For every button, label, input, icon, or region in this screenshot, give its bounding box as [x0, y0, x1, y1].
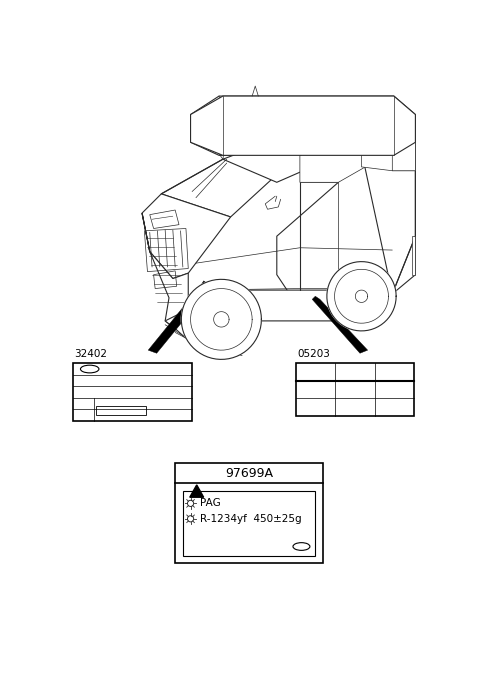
Text: PAG: PAG [200, 499, 220, 508]
Bar [73, 363, 192, 421]
Polygon shape [312, 296, 368, 353]
Polygon shape [223, 136, 338, 182]
Text: 97699A: 97699A [225, 467, 273, 480]
Polygon shape [191, 96, 415, 155]
Polygon shape [190, 485, 204, 497]
Polygon shape [277, 136, 415, 310]
Bar [296, 363, 414, 416]
Polygon shape [161, 159, 277, 217]
Polygon shape [142, 213, 188, 329]
Polygon shape [142, 194, 230, 279]
Polygon shape [361, 125, 415, 171]
Polygon shape [392, 138, 415, 171]
Polygon shape [188, 290, 392, 321]
Polygon shape [327, 262, 396, 331]
Bar [96, 406, 146, 415]
Polygon shape [191, 96, 415, 155]
Polygon shape [181, 279, 262, 360]
Bar [183, 491, 315, 556]
Polygon shape [300, 138, 392, 182]
Polygon shape [285, 117, 415, 155]
Bar [175, 463, 323, 564]
Polygon shape [411, 236, 415, 275]
Text: 32402: 32402 [74, 349, 108, 360]
Text: 05203: 05203 [298, 349, 330, 360]
Polygon shape [165, 310, 246, 356]
Polygon shape [148, 281, 211, 353]
Text: R-1234yf  450±25g: R-1234yf 450±25g [200, 514, 301, 524]
